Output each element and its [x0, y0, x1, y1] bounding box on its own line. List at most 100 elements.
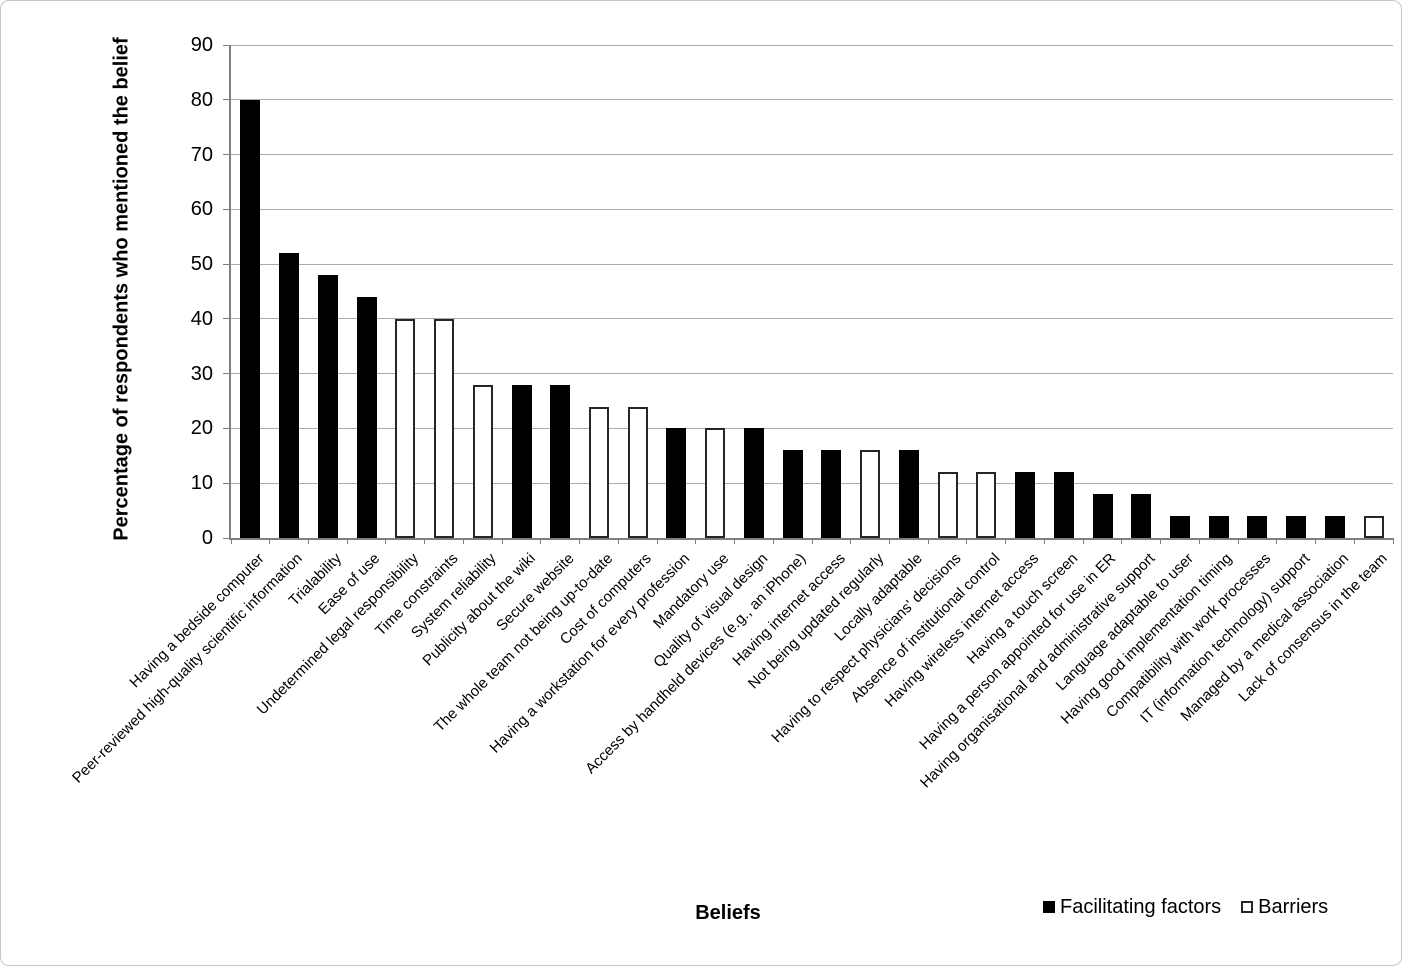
legend: Facilitating factors Barriers [1043, 895, 1328, 919]
y-tick-label: 50 [190, 253, 213, 276]
bar [588, 406, 609, 538]
bar [317, 275, 338, 538]
x-axis-tick [850, 538, 852, 544]
facilitating-factors-swatch-icon [1043, 901, 1055, 913]
x-axis-tick [424, 538, 426, 544]
bar [860, 450, 881, 538]
y-tick-label: 10 [190, 472, 213, 495]
gridline [231, 482, 1393, 484]
legend-item-facilitating-factors: Facilitating factors [1043, 895, 1221, 919]
bar [1092, 494, 1113, 538]
gridline [231, 318, 1393, 320]
y-axis-tick [223, 208, 229, 210]
y-tick-label: 40 [190, 307, 213, 330]
x-axis-tick [1392, 538, 1394, 544]
gridline [231, 208, 1393, 210]
bar [1247, 516, 1268, 538]
y-axis-tick [223, 99, 229, 101]
x-axis-title: Beliefs [695, 902, 761, 924]
x-axis-tick [385, 538, 387, 544]
plot-area [223, 44, 1394, 544]
y-axis-tick [223, 482, 229, 484]
x-axis-tick [772, 538, 774, 544]
x-axis-tick [927, 538, 929, 544]
bar [937, 472, 958, 538]
x-axis-tick [695, 538, 697, 544]
x-axis-tick [966, 538, 968, 544]
bar [550, 384, 571, 538]
x-axis-tick [1005, 538, 1007, 544]
bar [782, 450, 803, 538]
bar [279, 253, 300, 538]
x-axis-tick [1082, 538, 1084, 544]
bar [356, 296, 377, 538]
x-axis-tick [462, 538, 464, 544]
gridline [231, 373, 1393, 375]
y-axis-tick [223, 373, 229, 375]
y-tick-label: 60 [190, 198, 213, 221]
bar [1131, 494, 1152, 538]
x-axis-tick [579, 538, 581, 544]
bar [1169, 516, 1190, 538]
bar [1208, 516, 1229, 538]
bar [1324, 516, 1345, 538]
x-axis-tick [1237, 538, 1239, 544]
gridline [231, 427, 1393, 429]
x-axis-tick [656, 538, 658, 544]
bar [666, 428, 687, 538]
legend-label-facilitating-factors: Facilitating factors [1060, 896, 1222, 918]
legend-item-barriers: Barriers [1241, 895, 1328, 919]
x-axis-tick [1121, 538, 1123, 544]
x-axis-tick [269, 538, 271, 544]
x-axis-tick [1353, 538, 1355, 544]
y-axis-tick [223, 427, 229, 429]
y-axis-tick [223, 263, 229, 265]
bar [434, 318, 455, 538]
y-tick-label: 20 [190, 417, 213, 440]
y-axis-tick [223, 537, 229, 539]
x-axis-tick [501, 538, 503, 544]
y-tick-label: 30 [190, 362, 213, 385]
x-axis-tick [230, 538, 232, 544]
x-axis-tick [734, 538, 736, 544]
category-label: Peer-reviewed high-quality scientific in… [69, 550, 307, 787]
y-axis-title: Percentage of respondents who mentioned … [110, 37, 133, 541]
bar [821, 450, 842, 538]
bar [240, 99, 261, 538]
bar [1015, 472, 1036, 538]
bar [1053, 472, 1074, 538]
x-axis-tick [1276, 538, 1278, 544]
bar [627, 406, 648, 538]
bar [976, 472, 997, 538]
gridline [231, 44, 1393, 46]
bar [898, 450, 919, 538]
x-axis-tick [1043, 538, 1045, 544]
y-tick-label: 80 [190, 88, 213, 111]
x-axis-tick [1198, 538, 1200, 544]
x-axis-tick [811, 538, 813, 544]
legend-label-barriers: Barriers [1258, 896, 1329, 918]
y-axis-tick [223, 154, 229, 156]
x-axis-tick [1160, 538, 1162, 544]
bar [705, 428, 726, 538]
bar [395, 318, 416, 538]
x-axis-tick [307, 538, 309, 544]
barriers-swatch-icon [1241, 901, 1254, 913]
x-axis-tick [346, 538, 348, 544]
x-axis-tick [617, 538, 619, 544]
y-tick-label: 0 [201, 527, 213, 549]
y-tick-label: 70 [190, 143, 213, 166]
y-axis-tick [223, 44, 229, 46]
y-tick-label: 90 [190, 34, 213, 56]
gridline [231, 263, 1393, 265]
gridline [231, 154, 1393, 156]
bar [743, 428, 764, 538]
bar [1286, 516, 1307, 538]
bar [472, 384, 493, 538]
x-axis-tick [1315, 538, 1317, 544]
bar [511, 384, 532, 538]
gridline [231, 99, 1393, 101]
y-axis-tick [223, 318, 229, 320]
bar [1363, 516, 1384, 538]
